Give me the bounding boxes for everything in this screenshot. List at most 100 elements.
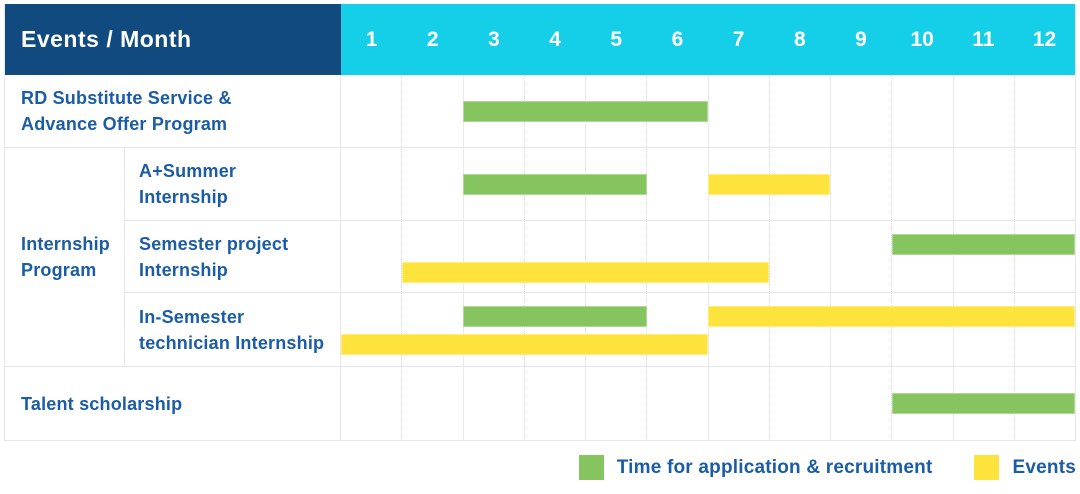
month-header-3: 3 <box>488 27 500 51</box>
month-column <box>954 220 1015 293</box>
month-column <box>831 293 893 366</box>
table-row: Talent scholarship <box>5 367 1075 440</box>
month-header-10: 10 <box>910 27 934 51</box>
month-column <box>647 220 709 293</box>
row-label-talent-scholarship: Talent scholarship <box>5 367 341 440</box>
row-label-line: A+Summer <box>139 160 237 181</box>
month-column <box>341 293 403 366</box>
month-column <box>402 367 464 440</box>
month-column <box>525 220 586 293</box>
table-row: RD Substitute Service & Advance Offer Pr… <box>5 75 1075 148</box>
chart-cell <box>341 75 1075 147</box>
application-bar <box>891 393 1075 414</box>
month-column <box>647 367 709 440</box>
month-header-1: 1 <box>365 27 378 51</box>
table-body: RD Substitute Service & Advance Offer Pr… <box>5 75 1075 440</box>
month-column <box>954 75 1015 147</box>
row-label-line: RD Substitute Service & <box>21 88 232 108</box>
event-bar <box>341 334 708 356</box>
month-gridlines <box>341 293 1075 366</box>
internship-subrows: A+Summer Internship Semester project Int… <box>125 148 1075 366</box>
month-header-5: 5 <box>610 27 623 51</box>
events-swatch-icon <box>974 455 1000 480</box>
month-header-7: 7 <box>732 27 745 51</box>
month-column <box>341 220 403 293</box>
row-label-in-semester-technician: In-Semester technician Internship <box>125 293 341 366</box>
month-column <box>831 75 893 147</box>
legend-label: Time for application & recruitment <box>616 456 933 478</box>
month-column <box>647 293 709 366</box>
month-column <box>586 293 648 366</box>
month-column <box>770 293 831 366</box>
month-column <box>464 293 525 366</box>
row-label-line: Talent scholarship <box>21 393 183 414</box>
month-column <box>402 293 464 366</box>
legend-item-application: Time for application & recruitment <box>578 455 933 480</box>
month-column <box>525 293 586 366</box>
month-column <box>586 367 648 440</box>
month-header-2: 2 <box>426 27 439 51</box>
month-header-6: 6 <box>671 27 684 51</box>
chart-legend: Time for application & recruitment Event… <box>0 455 1076 480</box>
month-column <box>709 220 770 293</box>
month-column <box>954 148 1015 220</box>
application-bar <box>463 306 647 328</box>
row-label-a-plus-summer: A+Summer Internship <box>125 148 341 220</box>
month-column <box>770 220 831 293</box>
month-column <box>464 367 525 440</box>
row-label-line: Advance Offer Program <box>21 114 228 134</box>
month-column <box>770 75 831 147</box>
row-label-line: Internship <box>139 186 229 207</box>
month-column <box>770 148 831 220</box>
month-column <box>709 367 770 440</box>
month-header-8: 8 <box>793 27 806 51</box>
month-column <box>709 293 770 366</box>
application-bar <box>891 233 1075 255</box>
table-row: A+Summer Internship <box>125 148 1075 221</box>
month-column <box>525 367 586 440</box>
month-column <box>1015 148 1075 220</box>
month-column <box>1015 293 1075 366</box>
month-column <box>1015 221 1075 293</box>
row-label-line: In-Semester <box>139 306 245 327</box>
month-column <box>954 293 1015 366</box>
table-title: Events / Month <box>21 26 192 52</box>
table-row: In-Semester technician Internship <box>125 293 1075 366</box>
event-bar <box>708 174 831 195</box>
table-header-row: Events / Month 1 2 3 4 5 6 7 8 9 10 11 12 <box>5 4 1075 75</box>
month-column <box>464 220 525 293</box>
application-bar <box>463 174 647 195</box>
month-column <box>831 220 893 293</box>
gantt-table: Events / Month 1 2 3 4 5 6 7 8 9 10 11 12 RD Substi… <box>4 4 1076 441</box>
event-bar <box>708 306 1075 328</box>
month-column <box>831 367 893 440</box>
month-column <box>892 148 954 220</box>
month-column <box>770 367 831 440</box>
legend-item-events: Events <box>974 455 1076 480</box>
row-label-line: Internship <box>139 259 229 280</box>
header-title-cell: Events / Month <box>5 4 341 75</box>
month-column <box>1015 75 1075 147</box>
month-column <box>892 293 954 366</box>
month-column <box>892 220 954 293</box>
chart-cell <box>341 293 1075 366</box>
chart-cell <box>341 220 1075 293</box>
event-bar <box>402 261 770 283</box>
month-column <box>341 148 403 220</box>
group-label-line: Internship <box>21 234 111 254</box>
month-header-11: 11 <box>972 27 995 51</box>
group-label-line: Program <box>21 260 97 280</box>
chart-cell <box>341 148 1075 220</box>
month-column <box>709 75 770 147</box>
group-label-internship-program: Internship Program <box>5 148 125 366</box>
row-label-semester-project: Semester project Internship <box>125 220 341 293</box>
month-column <box>831 148 893 220</box>
month-column <box>341 367 403 440</box>
month-column <box>402 148 464 220</box>
month-gridlines <box>341 75 1075 147</box>
month-column <box>892 75 954 147</box>
month-header-9: 9 <box>855 27 867 51</box>
month-gridlines <box>341 220 1075 293</box>
legend-label: Events <box>1012 456 1076 478</box>
month-column <box>341 75 403 147</box>
